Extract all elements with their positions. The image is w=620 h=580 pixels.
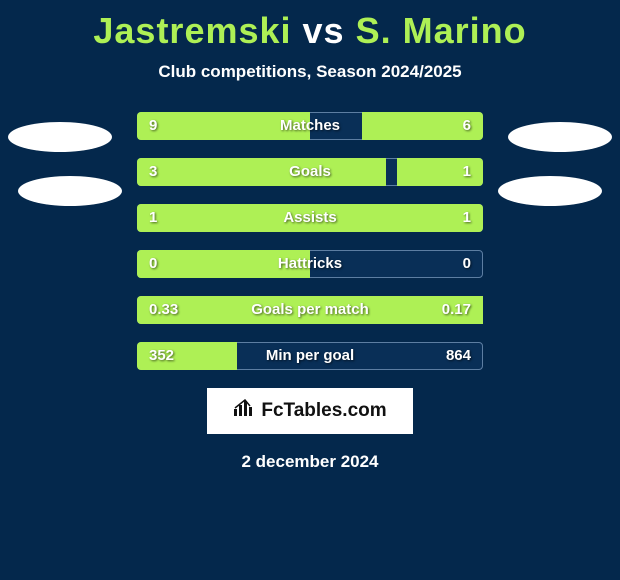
stat-value-right: 0 [463,250,471,278]
subtitle: Club competitions, Season 2024/2025 [0,62,620,82]
stat-value-right: 6 [463,112,471,140]
player1-name: Jastremski [93,10,291,51]
stat-label: Assists [137,204,483,232]
logo-bars-icon [233,399,255,423]
date-label: 2 december 2024 [0,452,620,472]
stat-label: Min per goal [137,342,483,370]
stat-row: 3Goals1 [137,158,483,186]
stat-value-right: 1 [463,158,471,186]
stat-value-right: 1 [463,204,471,232]
logo: FcTables.com [233,399,386,423]
stat-row: 0.33Goals per match0.17 [137,296,483,324]
comparison-title: Jastremski vs S. Marino [0,0,620,52]
stat-label: Goals per match [137,296,483,324]
stat-row: 0Hattricks0 [137,250,483,278]
stat-row: 352Min per goal864 [137,342,483,370]
stat-label: Matches [137,112,483,140]
stat-label: Goals [137,158,483,186]
player2-name: S. Marino [356,10,527,51]
stat-row: 9Matches6 [137,112,483,140]
stat-value-right: 0.17 [442,296,471,324]
logo-text: FcTables.com [261,400,386,422]
stats-chart: 9Matches63Goals11Assists10Hattricks00.33… [0,112,620,370]
vs-text: vs [303,10,345,51]
stat-row: 1Assists1 [137,204,483,232]
stat-label: Hattricks [137,250,483,278]
stat-value-right: 864 [446,342,471,370]
logo-box: FcTables.com [207,388,413,434]
